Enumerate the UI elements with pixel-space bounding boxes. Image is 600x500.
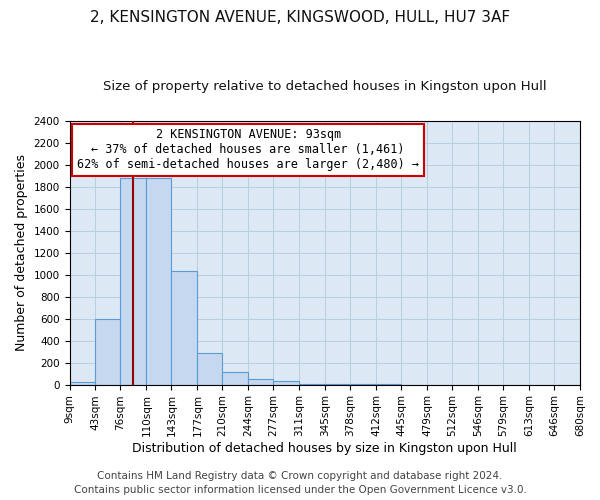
Text: 2 KENSINGTON AVENUE: 93sqm
← 37% of detached houses are smaller (1,461)
62% of s: 2 KENSINGTON AVENUE: 93sqm ← 37% of deta… — [77, 128, 419, 172]
Bar — [70, 382, 95, 384]
Bar — [223, 372, 248, 384]
Bar — [274, 382, 299, 384]
Bar — [95, 318, 121, 384]
Bar — [172, 272, 197, 384]
Bar — [197, 352, 223, 384]
Bar — [248, 378, 274, 384]
X-axis label: Distribution of detached houses by size in Kingston upon Hull: Distribution of detached houses by size … — [133, 442, 517, 455]
Y-axis label: Number of detached properties: Number of detached properties — [15, 154, 28, 351]
Text: Contains HM Land Registry data © Crown copyright and database right 2024.
Contai: Contains HM Land Registry data © Crown c… — [74, 471, 526, 495]
Title: Size of property relative to detached houses in Kingston upon Hull: Size of property relative to detached ho… — [103, 80, 547, 93]
Bar — [121, 178, 146, 384]
Text: 2, KENSINGTON AVENUE, KINGSWOOD, HULL, HU7 3AF: 2, KENSINGTON AVENUE, KINGSWOOD, HULL, H… — [90, 10, 510, 25]
Bar — [146, 178, 172, 384]
